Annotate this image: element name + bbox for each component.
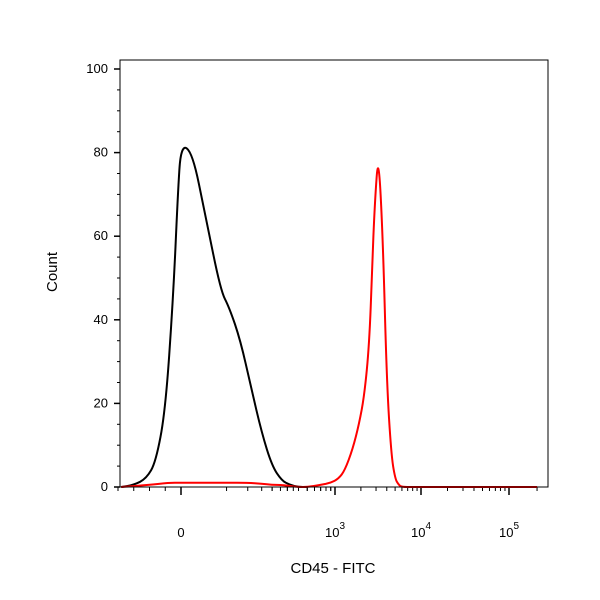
series-line-0 (121, 146, 308, 488)
y-axis: 0 20 40 60 80 100 (86, 61, 120, 494)
x-tick-exponent: 5 (513, 521, 519, 532)
y-tick-label: 60 (94, 228, 108, 243)
x-tick-base: 10 (325, 525, 339, 540)
x-axis: 0 103 104 105 (117, 487, 538, 540)
x-tick-exponent: 4 (425, 521, 431, 532)
x-tick-base: 10 (411, 525, 425, 540)
y-tick-label: 20 (94, 395, 108, 410)
x-tick-label: 103 (325, 521, 345, 540)
x-tick-base: 0 (177, 525, 184, 540)
series-layer (121, 146, 538, 489)
plot-frame (119, 59, 549, 488)
x-tick-exponent: 3 (339, 521, 345, 532)
x-axis-title: CD45 - FITC (290, 560, 375, 577)
x-tick-label: 0 (177, 525, 184, 540)
y-tick-label: 0 (101, 479, 108, 494)
series-line-1 (121, 167, 538, 489)
y-axis-title: Count (44, 251, 61, 292)
x-tick-label: 105 (499, 521, 519, 540)
y-tick-label: 100 (86, 61, 108, 76)
x-tick-base: 10 (499, 525, 513, 540)
y-tick-label: 40 (94, 312, 108, 327)
y-tick-label: 80 (94, 145, 108, 160)
x-tick-label: 104 (411, 521, 431, 540)
